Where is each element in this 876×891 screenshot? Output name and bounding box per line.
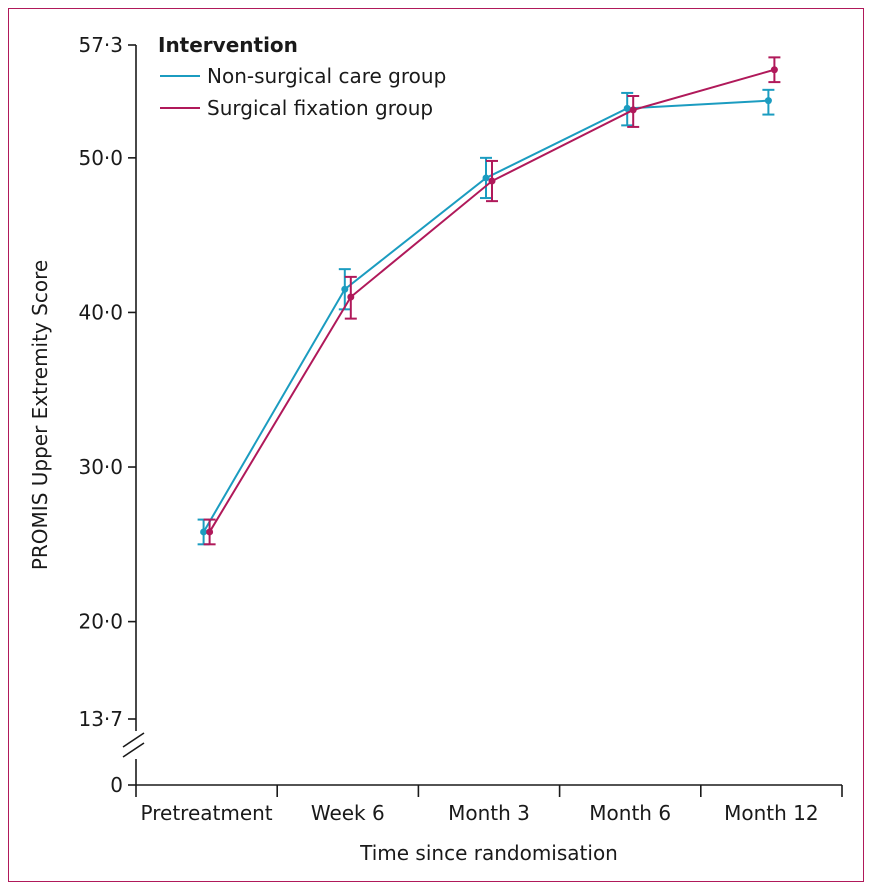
x-tick-label: Week 6 <box>311 801 385 825</box>
y-tick-label: 40·0 <box>78 300 123 324</box>
y-tick-label: 50·0 <box>78 146 123 170</box>
data-point <box>623 104 631 112</box>
data-point <box>206 528 214 536</box>
x-axis-title: Time since randomisation <box>359 841 618 865</box>
data-point <box>482 174 490 182</box>
figure-frame <box>8 8 864 882</box>
legend-title: Intervention <box>158 33 298 57</box>
y-tick-label: 30·0 <box>78 455 123 479</box>
y-tick-label: 20·0 <box>78 610 123 634</box>
x-tick-label: Month 6 <box>589 801 671 825</box>
legend: Intervention Non-surgical care group Surg… <box>158 33 446 120</box>
y-tick-label: 0 <box>110 773 123 797</box>
x-tick-label: Pretreatment <box>141 801 273 825</box>
y-axis-title: PROMIS Upper Extremity Score <box>28 260 52 570</box>
data-point <box>200 528 208 536</box>
series-line <box>208 68 775 533</box>
y-axis: 0 13·7 20·0 30·0 40·0 50·0 57·3 <box>78 33 145 797</box>
legend-label: Surgical fixation group <box>207 96 433 120</box>
y-tick-label: 57·3 <box>78 33 123 57</box>
data-point <box>764 97 772 105</box>
axis-break-mark <box>122 742 145 758</box>
data-point <box>488 177 496 185</box>
y-tick-label: 13·7 <box>78 707 123 731</box>
data-point <box>341 285 349 293</box>
legend-label: Non-surgical care group <box>207 64 446 88</box>
x-tick-label: Month 12 <box>724 801 819 825</box>
axis-break-mark <box>122 732 145 748</box>
x-axis: Pretreatment Week 6 Month 3 Month 6 Month 12 <box>135 784 843 825</box>
data-point <box>629 106 637 114</box>
x-tick-label: Month 3 <box>448 801 530 825</box>
data-point <box>770 66 778 74</box>
data-point <box>347 293 355 301</box>
series-layer <box>197 56 781 546</box>
